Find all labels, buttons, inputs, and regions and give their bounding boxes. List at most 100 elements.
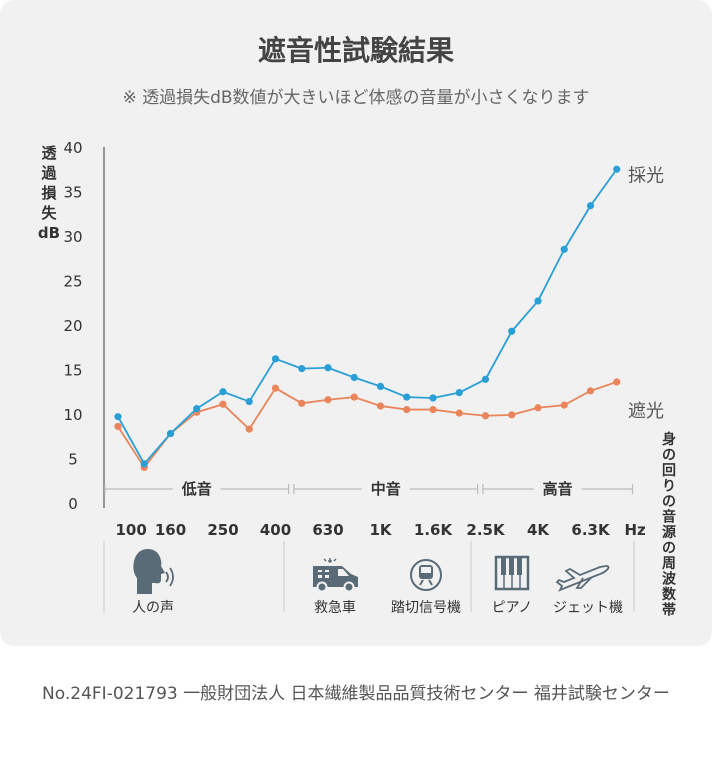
data-point	[403, 393, 411, 401]
frequency-band-label-char: 数	[662, 586, 677, 603]
data-point	[324, 396, 332, 404]
band-label-bg	[533, 478, 582, 500]
data-series	[114, 165, 621, 471]
y-tick-label: 10	[63, 406, 82, 424]
sound-source-label: ジェット機	[553, 600, 623, 616]
chart-panel: 遮音性試験結果 ※ 透過損失dB数値が大きいほど体感の音量が小さくなります 透過…	[0, 0, 712, 646]
x-tick-label: Hz	[624, 521, 646, 539]
data-point	[586, 387, 595, 395]
frequency-band-label-char: の	[662, 541, 676, 557]
y-axis-label-char: 透	[41, 144, 57, 162]
data-point	[219, 400, 227, 408]
frequency-band-label-char: 音	[662, 509, 676, 526]
x-tick-label: 630	[312, 521, 343, 539]
line-chart: 遮音性試験結果 ※ 透過損失dB数値が大きいほど体感の音量が小さくなります 透過…	[38, 34, 677, 619]
data-point	[560, 401, 568, 409]
y-tick-label: 20	[63, 317, 82, 335]
frequency-band-label-char: 周	[662, 556, 676, 572]
data-point	[613, 165, 621, 173]
data-point	[245, 425, 253, 433]
sound-source-label: ピアノ	[492, 600, 533, 616]
train-icon	[410, 559, 442, 591]
data-point	[481, 375, 490, 383]
x-tick-label: 160	[155, 521, 186, 539]
data-point	[140, 460, 148, 468]
sound-source-label: 踏切信号機	[391, 600, 461, 616]
data-point	[271, 355, 280, 363]
frequency-band-label-char: 波	[662, 571, 677, 588]
frequency-band-label-char: 帯	[662, 602, 676, 619]
data-point	[481, 412, 490, 420]
x-axis-ticks: 100 160 250 400 630 1K 1.6K 2.5K 4K 6.3K Hz	[115, 521, 646, 539]
data-point	[324, 364, 332, 372]
y-tick-label: 5	[68, 451, 78, 469]
data-point	[245, 397, 253, 406]
series-line-1	[117, 381, 618, 469]
x-tick-label: 2.5K	[466, 521, 506, 539]
band-label: 高音	[543, 480, 573, 498]
data-point	[508, 327, 516, 335]
data-point	[560, 245, 568, 253]
data-point	[403, 405, 411, 414]
y-tick-label: 0	[68, 495, 78, 513]
x-tick-label: 1K	[369, 521, 392, 539]
y-tick-label: 15	[63, 362, 82, 380]
frequency-band-label-char: 回	[662, 463, 676, 479]
data-point	[219, 388, 227, 396]
data-point	[350, 373, 358, 382]
data-point	[429, 394, 437, 402]
speaking-person-icon	[133, 549, 174, 594]
frequency-band-label-char: の	[662, 448, 676, 464]
frequency-band-label-char: り	[662, 479, 676, 495]
x-tick-label: 6.3K	[571, 521, 611, 539]
y-tick-label: 25	[63, 273, 82, 291]
band-label-bg	[172, 478, 221, 500]
x-tick-label: 4K	[527, 521, 550, 539]
y-axis-ticks: 0 5 10 15 20 25 30 35 40	[63, 139, 82, 513]
y-axis-label-char: 失	[41, 204, 57, 222]
data-point	[376, 402, 385, 410]
y-axis-label-char: 損	[41, 184, 57, 202]
frequency-bands: 低音 中音 高音	[104, 478, 634, 500]
data-point	[298, 399, 306, 407]
piano-icon	[494, 555, 530, 591]
data-point	[376, 382, 385, 391]
y-tick-label: 40	[63, 139, 82, 157]
footer-credit: No.24FI-021793 一般財団法人 日本繊維製品品質技術センター 福井試…	[42, 684, 670, 704]
data-point	[455, 389, 463, 397]
chart-subtitle: ※ 透過損失dB数値が大きいほど体感の音量が小さくなります	[122, 88, 589, 108]
x-tick-label: 400	[260, 521, 291, 539]
series-label: 遮光	[628, 401, 664, 422]
data-point	[429, 405, 437, 414]
y-tick-label: 35	[63, 184, 82, 202]
frequency-band-label-char: の	[662, 494, 676, 510]
series-label: 採光	[628, 165, 664, 186]
ambulance-icon	[313, 558, 358, 593]
x-tick-label: 1.6K	[414, 521, 454, 539]
airplane-icon	[555, 565, 610, 592]
chart-title: 遮音性試験結果	[258, 34, 454, 67]
data-point	[114, 413, 122, 421]
sound-source-labels: 人の声 救急車 踏切信号機 ピアノ ジェット機	[132, 599, 623, 616]
band-label-bg	[361, 478, 410, 500]
data-point	[586, 202, 595, 210]
data-point	[534, 297, 542, 305]
band-label: 中音	[371, 480, 401, 498]
frequency-band-label-char: 源	[662, 524, 676, 541]
data-point	[298, 365, 306, 373]
frequency-band-label-char: 身	[662, 431, 676, 448]
data-point	[613, 378, 621, 386]
y-axis-label-char: 過	[40, 164, 57, 182]
data-point	[534, 404, 542, 412]
data-point	[166, 429, 175, 438]
data-point	[350, 393, 358, 401]
data-point	[455, 409, 463, 417]
x-tick-label: 250	[207, 521, 238, 539]
y-axis-label-char: dB	[38, 224, 60, 242]
data-point	[193, 405, 201, 413]
data-point	[271, 384, 280, 392]
sound-source-label: 救急車	[314, 599, 356, 616]
band-label: 低音	[181, 480, 212, 498]
